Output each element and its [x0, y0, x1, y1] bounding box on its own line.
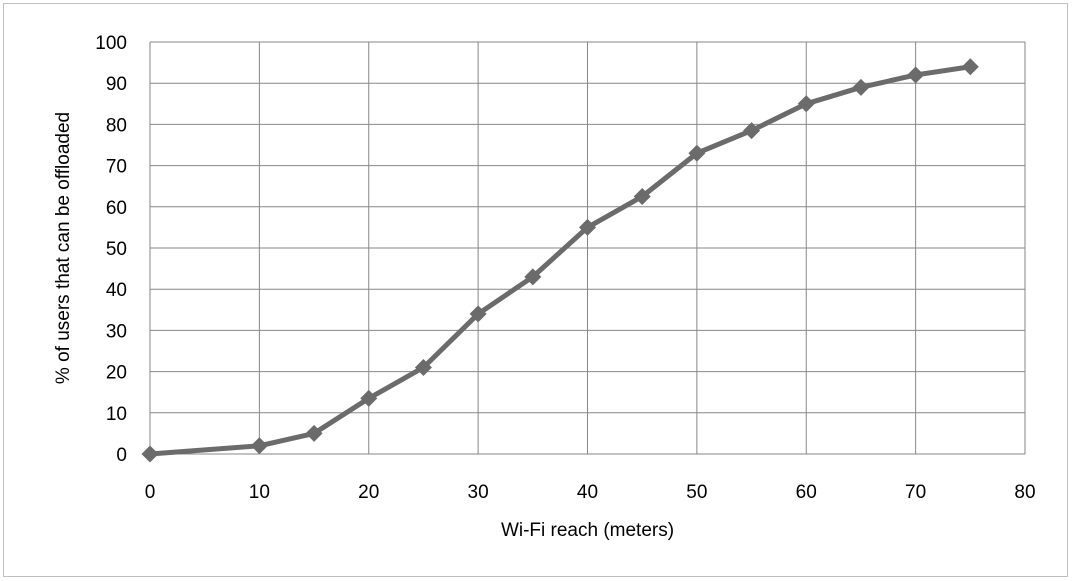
- x-tick-label: 50: [686, 482, 707, 503]
- chart-frame: [3, 3, 1068, 577]
- data-point-marker: [797, 95, 815, 113]
- y-tick-label: 40: [106, 280, 127, 301]
- x-tick-label: 0: [145, 482, 156, 503]
- data-point-marker: [907, 66, 925, 84]
- y-tick-label: 100: [95, 33, 127, 54]
- y-tick-label: 70: [106, 157, 127, 178]
- data-point-marker: [250, 437, 268, 455]
- y-tick-label: 20: [106, 363, 127, 384]
- grid-lines: [149, 41, 1026, 455]
- y-tick-label: 30: [106, 321, 127, 342]
- x-tick-label: 60: [796, 482, 817, 503]
- x-tick-label: 10: [249, 482, 270, 503]
- y-tick-label: 60: [106, 198, 127, 219]
- x-tick-label: 80: [1014, 482, 1035, 503]
- x-tick-label: 30: [468, 482, 489, 503]
- x-axis-title: Wi-Fi reach (meters): [501, 520, 674, 541]
- data-point-marker: [360, 389, 378, 407]
- data-point-marker: [141, 445, 159, 463]
- x-tick-label: 20: [358, 482, 379, 503]
- data-point-marker: [579, 218, 596, 236]
- x-tick-label: 40: [577, 482, 598, 503]
- y-tick-label: 50: [106, 239, 127, 260]
- y-tick-label: 90: [106, 74, 127, 95]
- data-point-marker: [414, 358, 432, 376]
- y-tick-label: 0: [116, 445, 127, 466]
- data-point-marker: [469, 305, 487, 323]
- y-axis-tick-labels: 0 10 20 30 40 50 60 70 80 90 100: [95, 33, 127, 466]
- y-axis-title: % of users that can be offloaded: [53, 112, 74, 384]
- data-point-marker: [852, 78, 870, 96]
- data-point-marker: [961, 58, 979, 76]
- data-point-marker: [305, 424, 323, 442]
- y-tick-label: 10: [106, 404, 127, 425]
- x-tick-label: 70: [905, 482, 926, 503]
- x-axis-tick-labels: 0 10 20 30 40 50 60 70 80: [145, 482, 1036, 503]
- y-tick-label: 80: [106, 115, 127, 136]
- data-point-marker: [633, 188, 651, 205]
- data-point-marker: [524, 268, 542, 286]
- series-layer: [141, 58, 979, 463]
- data-point-marker: [688, 144, 706, 162]
- data-point-marker: [743, 122, 761, 140]
